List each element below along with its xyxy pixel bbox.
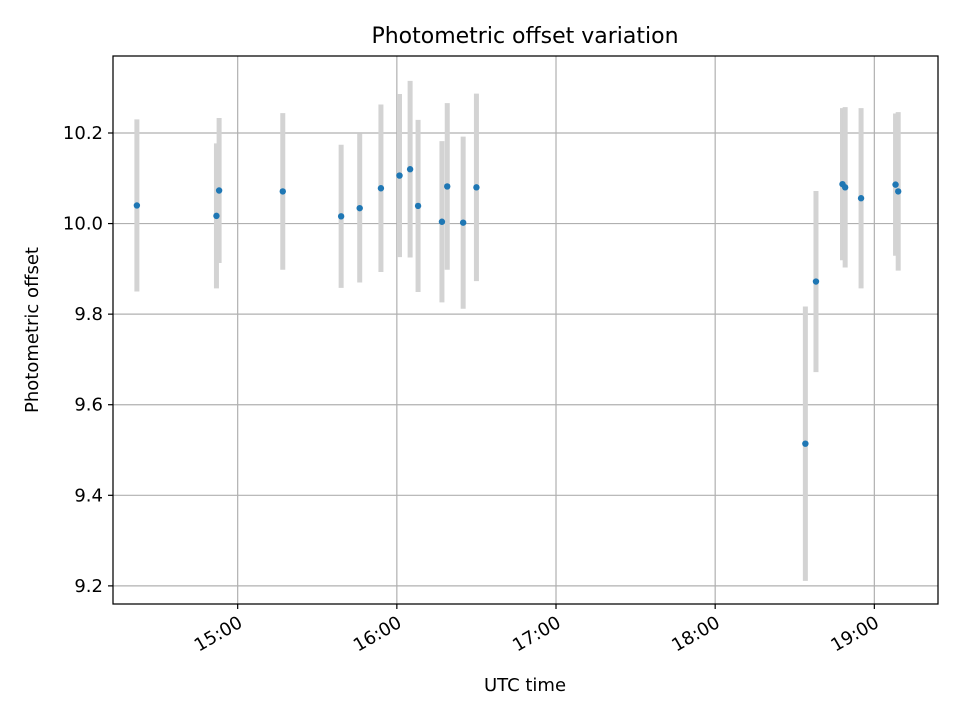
y-axis-label: Photometric offset	[22, 247, 43, 413]
data-point	[444, 183, 451, 190]
data-points	[133, 166, 902, 447]
data-point	[213, 212, 220, 220]
y-tick-label: 9.6	[74, 395, 103, 416]
data-point	[279, 188, 286, 195]
data-point	[133, 202, 141, 209]
data-point	[473, 184, 480, 191]
y-tick-label: 9.8	[74, 304, 103, 325]
data-point	[459, 219, 467, 226]
y-tick-label: 9.2	[74, 576, 103, 597]
y-tick-label: 10.0	[63, 214, 103, 235]
chart-title: Photometric offset variation	[371, 24, 678, 49]
y-axis-ticks: 9.2 9.4 9.6 9.8 10.0 10.2	[63, 123, 113, 597]
plot-frame	[112, 55, 939, 605]
data-point	[396, 172, 403, 179]
data-point	[438, 218, 446, 225]
data-point	[892, 181, 899, 188]
data-point	[215, 187, 223, 194]
grid	[113, 56, 938, 604]
data-point	[406, 166, 414, 173]
data-point	[802, 440, 809, 447]
x-axis-label: UTC time	[484, 675, 566, 696]
data-point	[895, 188, 902, 195]
data-point	[812, 278, 820, 285]
data-point	[356, 204, 363, 212]
data-point	[841, 184, 849, 191]
data-point	[377, 185, 385, 192]
data-point	[414, 202, 422, 210]
y-tick-label: 9.4	[74, 485, 103, 506]
data-point	[857, 195, 865, 202]
y-tick-label: 10.2	[63, 123, 103, 144]
data-point	[337, 213, 345, 220]
